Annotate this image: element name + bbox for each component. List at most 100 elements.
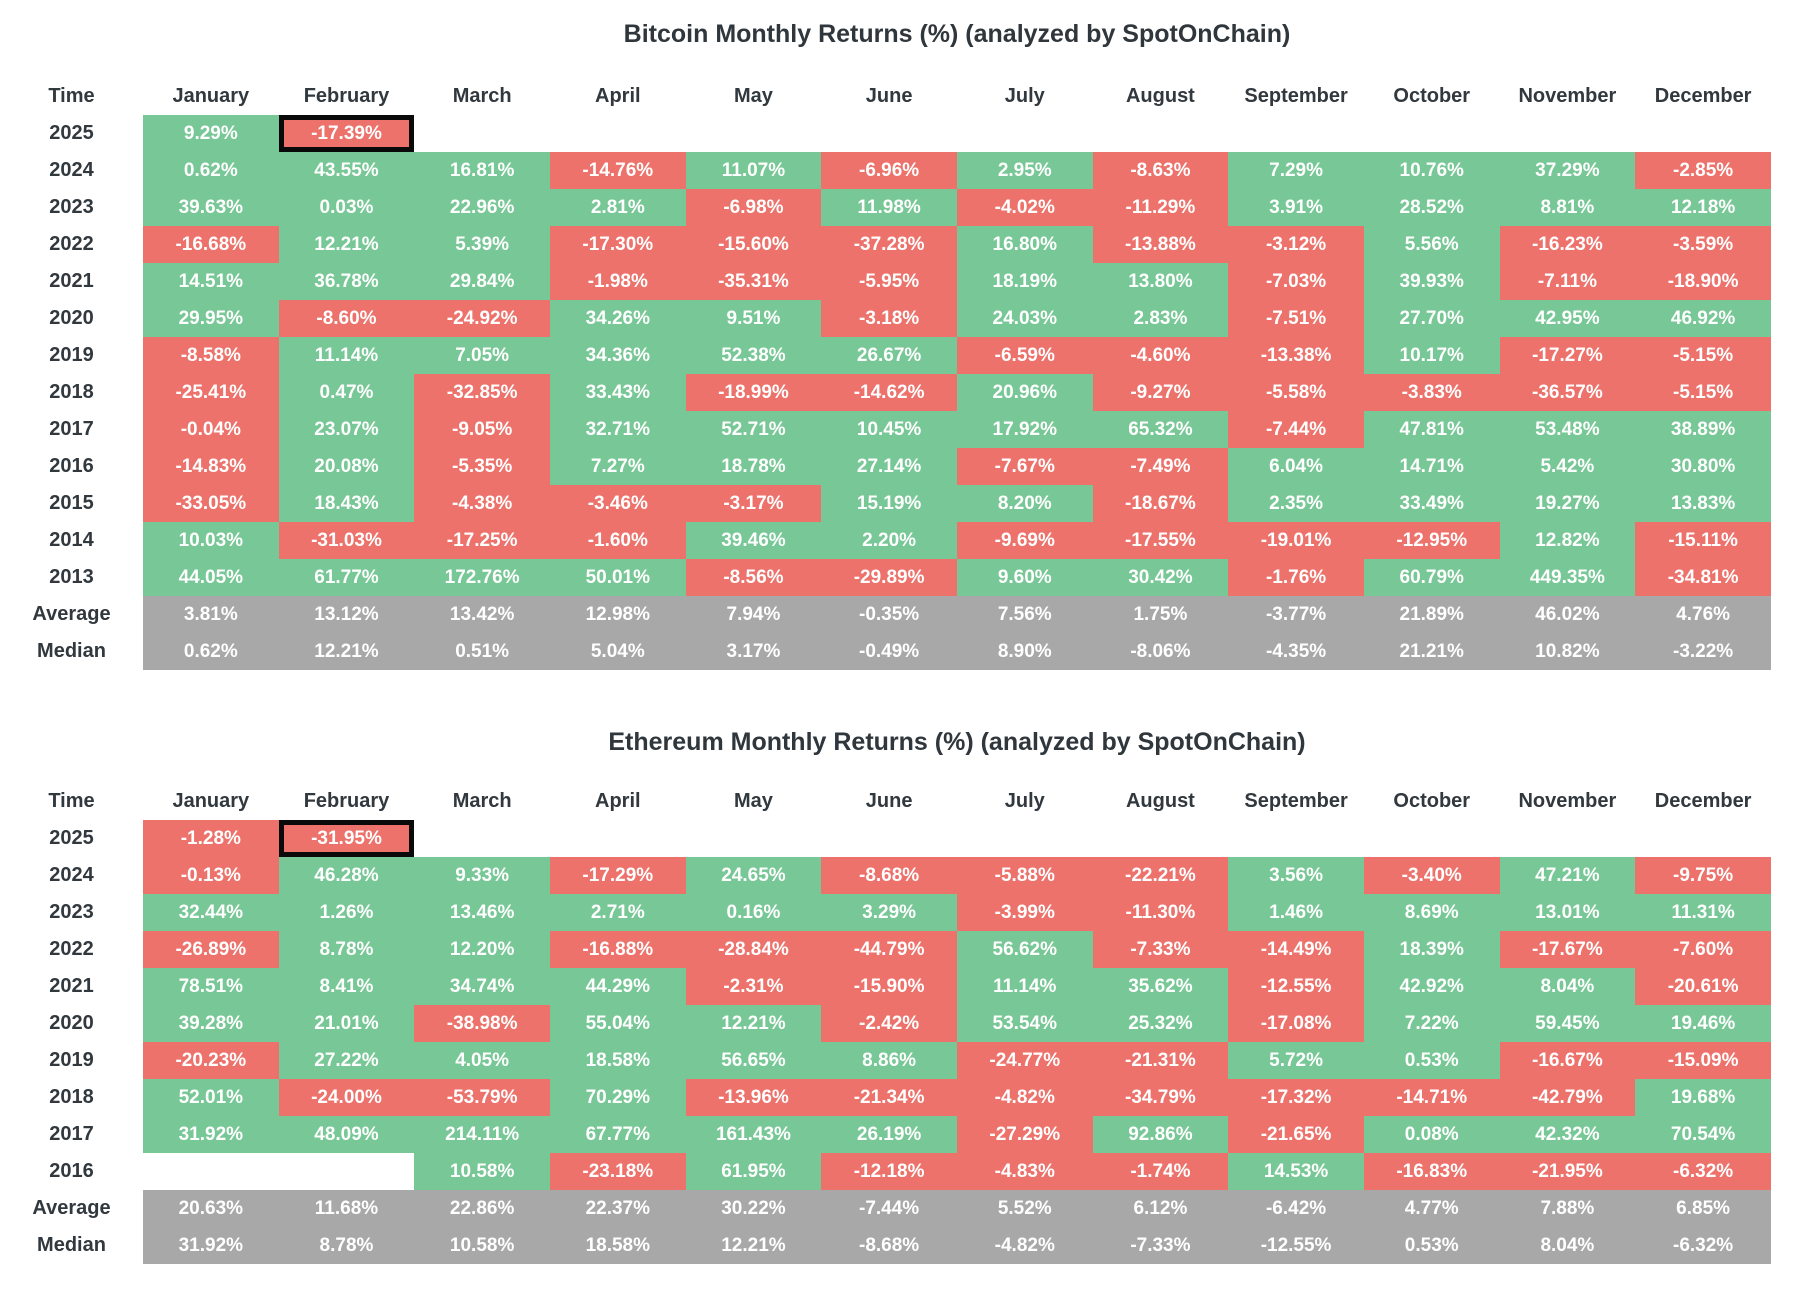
return-cell: 61.77% xyxy=(278,559,415,596)
return-cell: 92.86% xyxy=(1092,1116,1229,1153)
empty-cell xyxy=(821,115,957,152)
return-cell: 13.12% xyxy=(278,596,415,633)
return-cell: 8.81% xyxy=(1499,189,1636,226)
return-cell: 5.52% xyxy=(956,1190,1093,1227)
empty-cell xyxy=(414,820,550,857)
row-label: 2020 xyxy=(0,300,143,337)
return-cell: -32.85% xyxy=(414,374,550,411)
return-cell: 27.22% xyxy=(278,1042,415,1079)
return-cell: -17.27% xyxy=(1499,337,1636,374)
return-cell: 8.04% xyxy=(1499,968,1636,1005)
return-cell: 0.03% xyxy=(278,189,415,226)
return-cell: -7.44% xyxy=(821,1190,957,1227)
return-cell: 67.77% xyxy=(549,1116,686,1153)
empty-cell xyxy=(1228,115,1364,152)
return-cell: 8.41% xyxy=(278,968,415,1005)
return-cell: -9.75% xyxy=(1635,857,1771,894)
return-cell: 33.43% xyxy=(549,374,686,411)
return-cell: 11.98% xyxy=(821,189,957,226)
return-cell: 44.05% xyxy=(143,559,279,596)
month-header: May xyxy=(685,78,822,115)
return-cell: -0.04% xyxy=(143,411,279,448)
return-cell: 2.71% xyxy=(549,894,686,931)
return-cell: -4.82% xyxy=(956,1227,1093,1264)
return-cell: 8.78% xyxy=(278,1227,415,1264)
return-cell: 14.71% xyxy=(1363,448,1500,485)
return-cell: 10.17% xyxy=(1363,337,1500,374)
empty-cell xyxy=(956,115,1093,152)
return-cell: 25.32% xyxy=(1092,1005,1229,1042)
return-cell: 9.33% xyxy=(414,857,550,894)
return-cell: 10.58% xyxy=(414,1153,550,1190)
return-cell: -13.96% xyxy=(685,1079,822,1116)
return-cell: -7.44% xyxy=(1228,411,1364,448)
return-cell: 42.95% xyxy=(1499,300,1636,337)
return-cell: 5.04% xyxy=(549,633,686,670)
bitcoin-chart-title: Bitcoin Monthly Returns (%) (analyzed by… xyxy=(623,20,1291,48)
return-cell: 56.62% xyxy=(956,931,1093,968)
return-cell: -15.11% xyxy=(1635,522,1771,559)
return-cell: -4.02% xyxy=(956,189,1093,226)
return-cell: -9.69% xyxy=(956,522,1093,559)
month-header: September xyxy=(1228,78,1364,115)
year-row: 2016 10.58% -23.18% 61.95% -12.18% -4.83% -1.7… xyxy=(0,1153,1771,1190)
return-cell: -6.59% xyxy=(956,337,1093,374)
return-cell: 26.19% xyxy=(821,1116,957,1153)
return-cell: 31.92% xyxy=(143,1227,279,1264)
return-cell: -1.74% xyxy=(1092,1153,1229,1190)
return-cell: 4.05% xyxy=(414,1042,550,1079)
month-header: February xyxy=(278,78,415,115)
return-cell: -3.17% xyxy=(685,485,822,522)
return-cell: 6.04% xyxy=(1228,448,1364,485)
return-cell: -17.30% xyxy=(549,226,686,263)
empty-cell xyxy=(685,820,822,857)
return-cell: -11.30% xyxy=(1092,894,1229,931)
return-cell: -8.68% xyxy=(821,857,957,894)
return-cell: -8.58% xyxy=(143,337,279,374)
return-cell: -2.85% xyxy=(1635,152,1771,189)
return-cell: 31.92% xyxy=(143,1116,279,1153)
year-row: 2020 39.28% 21.01% -38.98% 55.04% 12.21% -2.42… xyxy=(0,1005,1771,1042)
return-cell: -34.81% xyxy=(1635,559,1771,596)
return-cell: 20.08% xyxy=(278,448,415,485)
return-cell: 13.42% xyxy=(414,596,550,633)
summary-row: Median 31.92% 8.78% 10.58% 18.58% 12.21% -8.68… xyxy=(0,1227,1771,1264)
row-label: 2018 xyxy=(0,1079,143,1116)
return-cell: 10.03% xyxy=(143,522,279,559)
row-label: 2014 xyxy=(0,522,143,559)
return-cell: 2.81% xyxy=(549,189,686,226)
return-cell: 18.58% xyxy=(549,1042,686,1079)
return-cell: 42.32% xyxy=(1499,1116,1636,1153)
return-cell: -15.90% xyxy=(821,968,957,1005)
return-cell: -12.95% xyxy=(1363,522,1500,559)
return-cell: -19.01% xyxy=(1228,522,1364,559)
month-header: December xyxy=(1635,783,1771,820)
return-cell: -14.62% xyxy=(821,374,957,411)
return-cell: 7.29% xyxy=(1228,152,1364,189)
empty-cell xyxy=(414,115,550,152)
return-cell: -16.23% xyxy=(1499,226,1636,263)
return-cell: 161.43% xyxy=(685,1116,822,1153)
return-cell: 61.95% xyxy=(685,1153,822,1190)
return-cell: 46.02% xyxy=(1499,596,1636,633)
return-cell: -21.95% xyxy=(1499,1153,1636,1190)
year-row: 2019 -20.23% 27.22% 4.05% 18.58% 56.65% 8.86% -… xyxy=(0,1042,1771,1079)
return-cell: -29.89% xyxy=(821,559,957,596)
ethereum-chart-title: Ethereum Monthly Returns (%) (analyzed b… xyxy=(608,728,1306,756)
return-cell: 449.35% xyxy=(1499,559,1636,596)
return-cell: -4.83% xyxy=(956,1153,1093,1190)
return-cell: 8.69% xyxy=(1363,894,1500,931)
return-cell: -23.18% xyxy=(549,1153,686,1190)
return-cell: 14.53% xyxy=(1228,1153,1364,1190)
return-cell: -3.18% xyxy=(821,300,957,337)
return-cell: -24.00% xyxy=(278,1079,415,1116)
return-cell: -18.99% xyxy=(685,374,822,411)
return-cell: -7.03% xyxy=(1228,263,1364,300)
return-cell: 35.62% xyxy=(1092,968,1229,1005)
return-cell: -5.35% xyxy=(414,448,550,485)
return-cell: -18.67% xyxy=(1092,485,1229,522)
year-row: 2018 -25.41% 0.47% -32.85% 33.43% -18.99% -14.… xyxy=(0,374,1771,411)
year-row: 2022 -26.89% 8.78% 12.20% -16.88% -28.84% -44.… xyxy=(0,931,1771,968)
return-cell: -4.35% xyxy=(1228,633,1364,670)
return-cell: 4.77% xyxy=(1363,1190,1500,1227)
